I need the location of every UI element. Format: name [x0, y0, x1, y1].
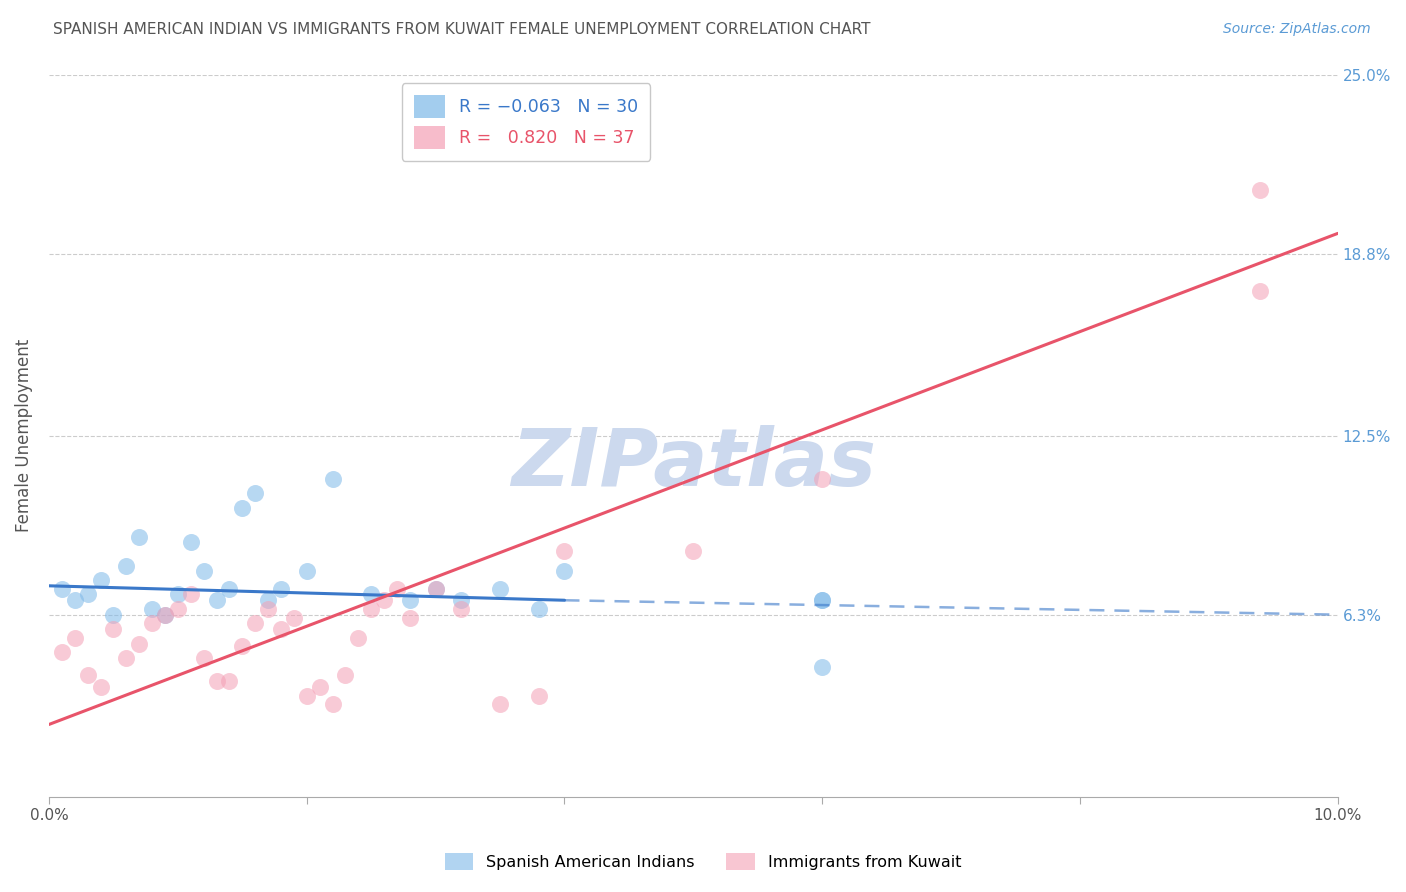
Y-axis label: Female Unemployment: Female Unemployment [15, 339, 32, 533]
Point [295, 689, 318, 703]
Point [257, 602, 280, 616]
Point [360, 587, 382, 601]
Point [166, 602, 188, 616]
Point [811, 659, 834, 673]
Legend: R = −0.063   N = 30, R =   0.820   N = 37: R = −0.063 N = 30, R = 0.820 N = 37 [402, 83, 650, 161]
Point [450, 602, 472, 616]
Point [153, 607, 176, 622]
Point [385, 582, 408, 596]
Point [360, 602, 382, 616]
Point [373, 593, 395, 607]
Point [115, 651, 138, 665]
Point [270, 622, 292, 636]
Point [553, 565, 575, 579]
Point [489, 698, 512, 712]
Point [321, 472, 343, 486]
Point [398, 610, 420, 624]
Point [103, 622, 125, 636]
Point [335, 668, 357, 682]
Point [682, 544, 704, 558]
Point [398, 593, 420, 607]
Point [141, 602, 163, 616]
Point [425, 582, 447, 596]
Point [811, 593, 834, 607]
Point [553, 544, 575, 558]
Text: SPANISH AMERICAN INDIAN VS IMMIGRANTS FROM KUWAIT FEMALE UNEMPLOYMENT CORRELATIO: SPANISH AMERICAN INDIAN VS IMMIGRANTS FR… [53, 22, 870, 37]
Point [321, 698, 343, 712]
Point [193, 565, 215, 579]
Point [308, 680, 330, 694]
Point [205, 593, 228, 607]
Point [811, 593, 834, 607]
Point [103, 607, 125, 622]
Point [347, 631, 370, 645]
Point [527, 689, 550, 703]
Point [811, 472, 834, 486]
Text: Source: ZipAtlas.com: Source: ZipAtlas.com [1223, 22, 1371, 37]
Point [51, 582, 73, 596]
Point [231, 640, 253, 654]
Point [1249, 284, 1271, 298]
Point [283, 610, 305, 624]
Point [128, 530, 150, 544]
Point [128, 636, 150, 650]
Point [243, 486, 266, 500]
Text: ZIPatlas: ZIPatlas [510, 425, 876, 503]
Point [1249, 183, 1271, 197]
Point [166, 587, 188, 601]
Point [180, 587, 202, 601]
Point [425, 582, 447, 596]
Point [270, 582, 292, 596]
Point [89, 573, 111, 587]
Point [205, 674, 228, 689]
Point [153, 607, 176, 622]
Legend: Spanish American Indians, Immigrants from Kuwait: Spanish American Indians, Immigrants fro… [439, 847, 967, 877]
Point [115, 558, 138, 573]
Point [141, 616, 163, 631]
Point [489, 582, 512, 596]
Point [295, 565, 318, 579]
Point [193, 651, 215, 665]
Point [218, 674, 240, 689]
Point [63, 593, 86, 607]
Point [51, 645, 73, 659]
Point [257, 593, 280, 607]
Point [450, 593, 472, 607]
Point [89, 680, 111, 694]
Point [76, 668, 98, 682]
Point [527, 602, 550, 616]
Point [231, 500, 253, 515]
Point [180, 535, 202, 549]
Point [243, 616, 266, 631]
Point [63, 631, 86, 645]
Point [218, 582, 240, 596]
Point [76, 587, 98, 601]
